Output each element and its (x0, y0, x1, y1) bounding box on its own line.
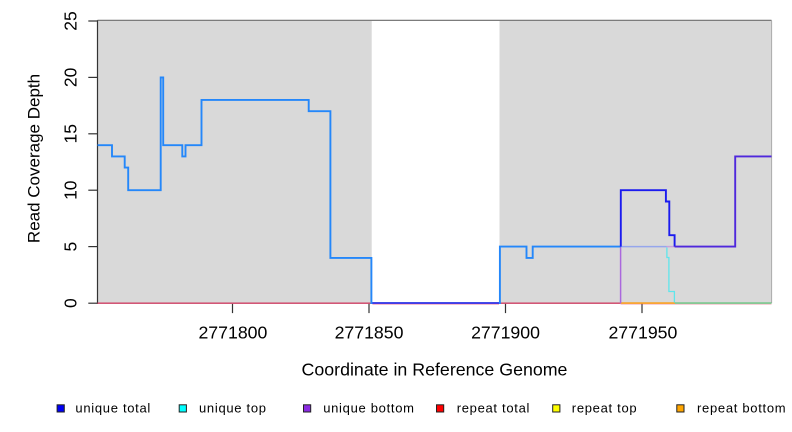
svg-text:0: 0 (60, 298, 80, 308)
svg-text:unique bottom: unique bottom (323, 401, 415, 416)
svg-text:20: 20 (60, 67, 80, 87)
svg-text:2771950: 2771950 (608, 323, 677, 343)
svg-text:repeat top: repeat top (572, 401, 638, 416)
svg-text:2771900: 2771900 (471, 323, 540, 343)
svg-text:2771850: 2771850 (335, 323, 404, 343)
svg-text:25: 25 (60, 11, 80, 30)
svg-text:repeat bottom: repeat bottom (697, 401, 786, 416)
svg-text:5: 5 (60, 242, 80, 252)
svg-text:Read Coverage Depth: Read Coverage Depth (25, 74, 44, 243)
svg-text:unique top: unique top (199, 401, 267, 416)
svg-text:10: 10 (60, 180, 80, 200)
svg-text:Coordinate in Reference Genome: Coordinate in Reference Genome (302, 360, 568, 380)
svg-text:2771800: 2771800 (198, 323, 267, 343)
svg-text:15: 15 (60, 124, 80, 143)
svg-text:unique total: unique total (75, 401, 151, 416)
svg-text:repeat total: repeat total (457, 401, 530, 416)
